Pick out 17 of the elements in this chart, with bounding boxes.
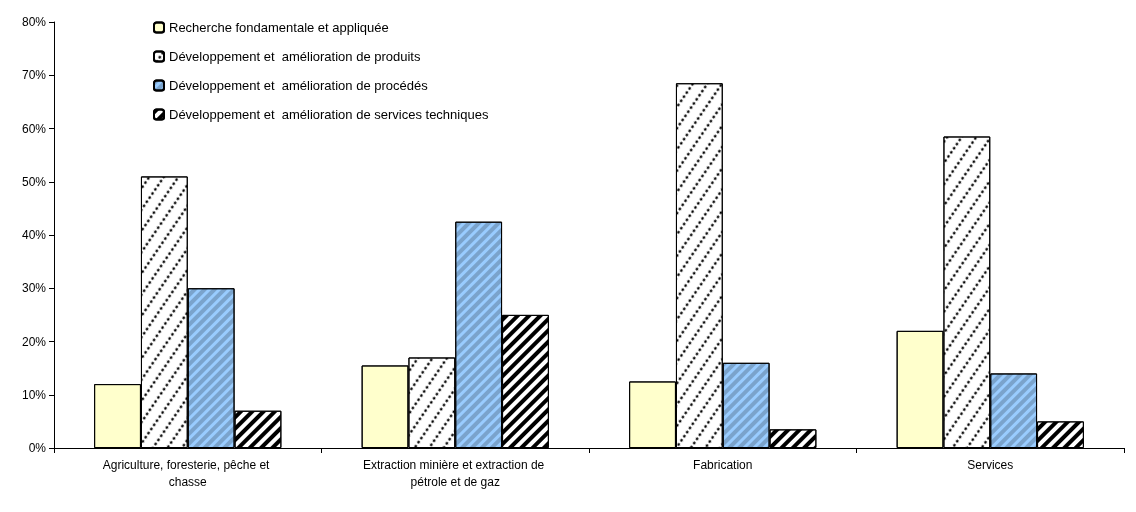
- x-tick-label: Agriculture, foresterie, pêche et chasse: [102, 457, 273, 489]
- y-tick-label: 10%: [21, 387, 47, 402]
- y-tick-label: 60%: [21, 121, 47, 136]
- legend-label: Recherche fondamentale et appliquée: [169, 20, 389, 35]
- y-tick-label: 80%: [21, 15, 47, 29]
- y-tick-label: 30%: [21, 281, 47, 296]
- legend-label: Développement et amélioration de procédés: [169, 78, 429, 93]
- legend-label: Développement et amélioration de services techniques: [169, 107, 489, 122]
- legend-label: Développement et amélioration de produits: [169, 49, 421, 64]
- y-tick-label: 70%: [21, 68, 47, 83]
- x-tick-label: Services: [967, 457, 1014, 472]
- y-tick-label: 50%: [21, 174, 47, 189]
- x-tick-label: Fabrication: [693, 457, 753, 472]
- y-tick-label: 0%: [28, 441, 47, 455]
- y-tick-label: 20%: [21, 334, 47, 349]
- y-tick-label: 40%: [21, 228, 47, 242]
- x-tick-label: Extraction minière et extraction de pétrole et de gaz: [362, 457, 548, 489]
